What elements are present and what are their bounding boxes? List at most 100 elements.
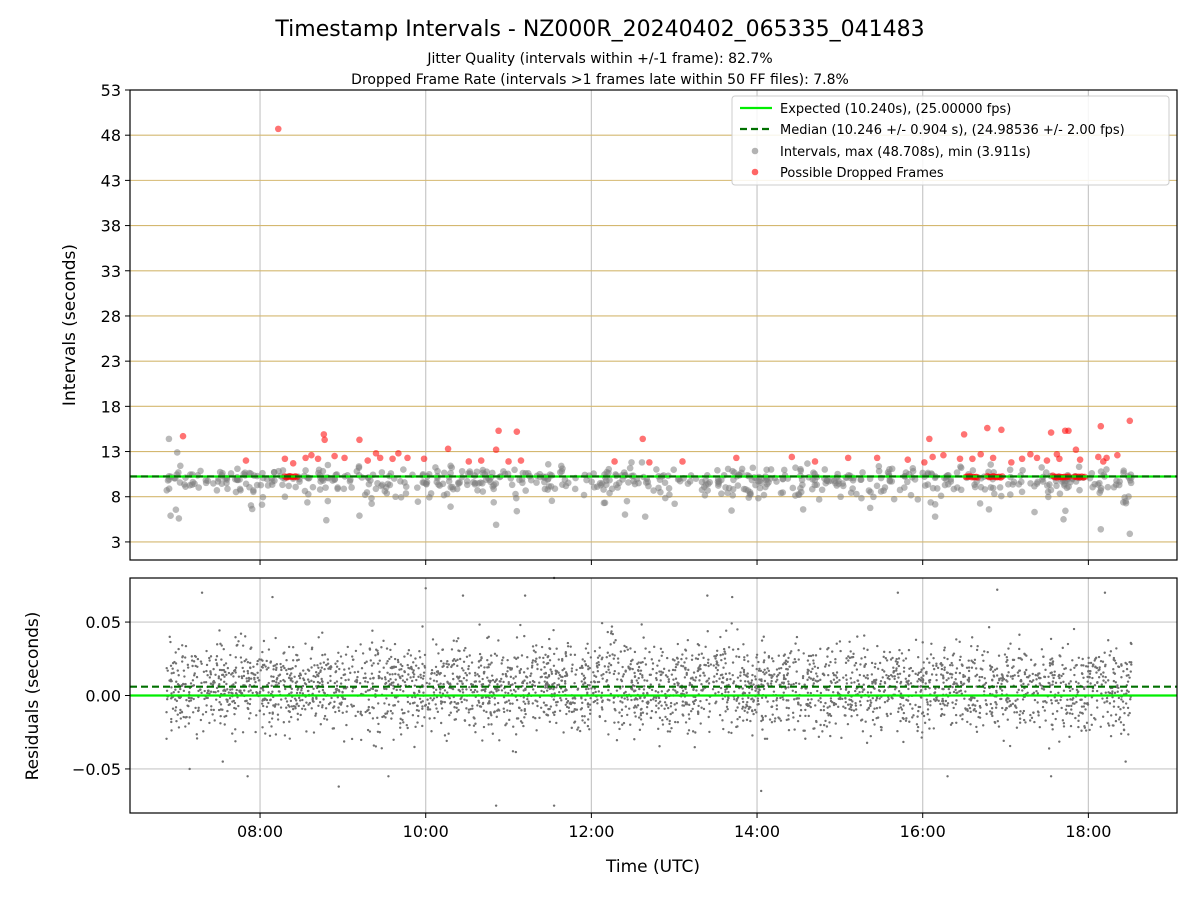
interval-point xyxy=(285,482,293,490)
residual-point xyxy=(402,721,405,724)
residual-point xyxy=(510,667,514,670)
residual-point xyxy=(1099,659,1103,663)
residual-point xyxy=(875,707,879,710)
residual-point xyxy=(561,659,564,662)
residual-point xyxy=(317,674,320,678)
residual-point xyxy=(987,626,991,629)
residual-point xyxy=(168,635,171,639)
residual-point xyxy=(607,668,610,671)
residual-point xyxy=(943,646,946,649)
residual-point xyxy=(656,691,660,694)
residual-point xyxy=(580,672,584,675)
residual-point xyxy=(299,713,302,717)
residual-point xyxy=(170,717,173,721)
residual-point xyxy=(1060,706,1063,710)
residual-point xyxy=(1119,708,1122,711)
residual-point xyxy=(529,674,532,678)
residual-point xyxy=(715,663,718,666)
residual-point xyxy=(816,666,820,670)
residual-point xyxy=(1086,665,1090,668)
residual-point xyxy=(706,661,710,665)
residual-point xyxy=(809,705,812,709)
residual-point xyxy=(683,676,687,679)
residual-point xyxy=(923,721,927,725)
residual-point xyxy=(763,668,766,671)
legend-intervals-swatch xyxy=(751,147,759,155)
interval-point xyxy=(167,512,174,520)
residual-point xyxy=(920,689,923,692)
residual-point xyxy=(314,712,318,715)
residual-point xyxy=(1109,734,1113,738)
residual-point xyxy=(490,690,493,694)
residual-point xyxy=(943,704,946,707)
residual-point xyxy=(674,720,677,724)
residual-point xyxy=(322,698,325,701)
residual-point xyxy=(899,682,902,685)
residuals-reference-lines xyxy=(130,685,1177,697)
residual-point xyxy=(670,673,674,676)
residual-point xyxy=(385,712,389,715)
residual-point xyxy=(560,679,563,682)
residual-point xyxy=(724,652,727,655)
residual-point xyxy=(832,672,835,675)
residual-point xyxy=(1011,677,1014,680)
residual-point xyxy=(871,710,875,713)
residual-point xyxy=(715,649,719,652)
residual-point xyxy=(264,697,267,701)
residual-point xyxy=(553,681,556,685)
residual-point xyxy=(991,670,995,673)
interval-point xyxy=(631,480,639,488)
residual-point xyxy=(859,663,862,666)
residual-point xyxy=(496,683,499,686)
residual-point xyxy=(1128,711,1131,715)
residual-point xyxy=(921,680,924,684)
residual-point xyxy=(1021,698,1025,701)
residual-point xyxy=(1120,676,1123,679)
residual-point xyxy=(926,703,930,706)
residual-point xyxy=(845,678,848,681)
residual-point xyxy=(859,719,863,722)
residual-point xyxy=(862,683,865,686)
residual-point xyxy=(819,647,822,651)
residual-point xyxy=(650,709,654,713)
residual-point xyxy=(343,697,347,701)
residual-point xyxy=(1051,680,1055,683)
residual-point xyxy=(638,687,641,691)
residual-point xyxy=(715,680,718,683)
residual-point xyxy=(315,685,318,688)
residual-point xyxy=(398,726,402,729)
dropped-frame-point xyxy=(321,436,328,444)
residual-point xyxy=(1104,681,1107,684)
intervals-ytick-label: 38 xyxy=(101,217,121,236)
residual-point xyxy=(468,685,471,689)
residual-point xyxy=(649,698,653,702)
residual-point xyxy=(1018,713,1021,717)
residual-point xyxy=(276,713,280,716)
residual-point xyxy=(272,675,275,678)
residual-point xyxy=(631,688,634,691)
residual-point xyxy=(432,697,436,700)
residual-point xyxy=(422,671,426,674)
residual-point xyxy=(1007,697,1010,700)
residual-point xyxy=(1015,726,1019,729)
residual-point xyxy=(935,664,938,668)
residual-point xyxy=(643,679,646,682)
residual-point xyxy=(1054,717,1057,721)
residual-point xyxy=(742,691,745,694)
residual-point xyxy=(1104,675,1107,679)
residual-point xyxy=(1075,663,1078,667)
residual-point xyxy=(692,687,695,691)
residual-point xyxy=(296,718,300,721)
residual-point xyxy=(911,669,914,673)
residual-point xyxy=(609,643,612,646)
residual-point xyxy=(1116,684,1119,687)
residual-point xyxy=(239,632,243,635)
residual-point xyxy=(750,679,754,682)
residual-point xyxy=(516,656,520,659)
residual-point xyxy=(1055,710,1059,713)
residual-point xyxy=(305,730,308,733)
dropped-frame-point xyxy=(274,125,282,133)
residual-point xyxy=(664,674,668,677)
residual-point xyxy=(712,664,715,667)
